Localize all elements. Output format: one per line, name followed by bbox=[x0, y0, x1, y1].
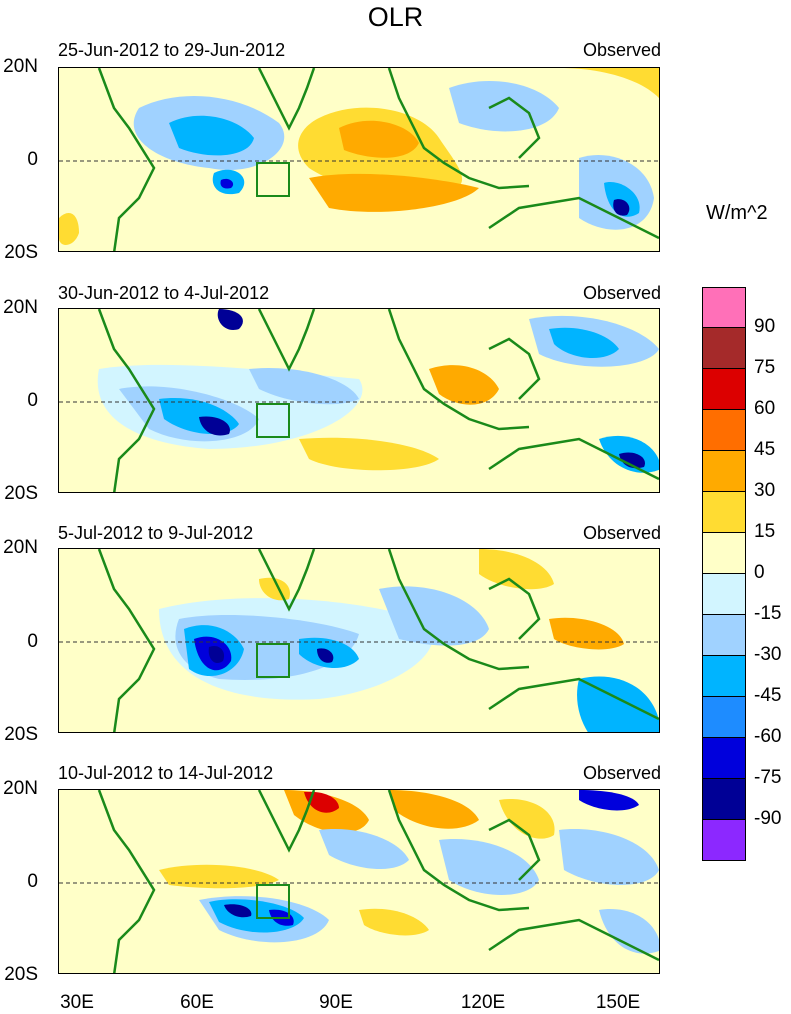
colorbar-swatch bbox=[702, 820, 746, 861]
colorbar-swatch bbox=[702, 492, 746, 533]
colorbar-tick-label: 15 bbox=[754, 521, 776, 542]
panel-2-map bbox=[58, 308, 660, 493]
panel-1-lat-20s: 20S bbox=[4, 242, 38, 263]
panel-1-period: 25-Jun-2012 to 29-Jun-2012 bbox=[58, 40, 286, 60]
panel-2-period: 30-Jun-2012 to 4-Jul-2012 bbox=[58, 283, 270, 303]
lon-label-150e: 150E bbox=[595, 992, 641, 1013]
colorbar-swatch bbox=[702, 328, 746, 369]
colorbar-swatch bbox=[702, 574, 746, 615]
colorbar-tick-label: 0 bbox=[754, 562, 765, 583]
lon-label-60e: 60E bbox=[180, 992, 214, 1013]
colorbar-tick-label: -60 bbox=[754, 726, 782, 747]
panel-1-lat-0: 0 bbox=[27, 149, 38, 170]
colorbar-swatch bbox=[702, 287, 746, 328]
panel-4-lat-20n: 20N bbox=[3, 778, 38, 799]
panel-1-lat-20n: 20N bbox=[3, 56, 38, 77]
panel-4-period: 10-Jul-2012 to 14-Jul-2012 bbox=[58, 763, 274, 783]
panel-3-lat-0: 0 bbox=[27, 631, 38, 652]
colorbar-swatch bbox=[702, 738, 746, 779]
panel-4-kind: Observed bbox=[582, 763, 661, 783]
colorbar-swatch bbox=[702, 656, 746, 697]
colorbar-tick-label: 75 bbox=[754, 357, 776, 378]
panel-2-lat-0: 0 bbox=[27, 390, 38, 411]
panel-4-olr-field bbox=[59, 790, 659, 973]
colorbar-tick-label: -90 bbox=[754, 808, 782, 829]
panel-1-map bbox=[58, 67, 660, 252]
panel-2-lat-20s: 20S bbox=[4, 483, 38, 504]
panel-3-lat-20s: 20S bbox=[4, 724, 38, 745]
colorbar bbox=[702, 287, 746, 861]
panel-4-lat-20s: 20S bbox=[4, 964, 38, 985]
colorbar-swatch bbox=[702, 615, 746, 656]
colorbar-swatch bbox=[702, 697, 746, 738]
units-label: W/m^2 bbox=[706, 202, 768, 224]
colorbar-tick-label: 90 bbox=[754, 316, 776, 337]
lon-label-30e: 30E bbox=[60, 992, 94, 1013]
colorbar-swatch bbox=[702, 779, 746, 820]
panel-2-kind: Observed bbox=[582, 283, 661, 303]
panel-1-kind: Observed bbox=[582, 40, 661, 60]
colorbar-tick-label: 60 bbox=[754, 398, 776, 419]
lon-label-120e: 120E bbox=[460, 992, 506, 1013]
lon-label-90e: 90E bbox=[319, 992, 353, 1013]
colorbar-swatch bbox=[702, 410, 746, 451]
colorbar-swatch bbox=[702, 533, 746, 574]
colorbar-tick-label: -30 bbox=[754, 644, 782, 665]
panel-3-olr-field bbox=[59, 549, 659, 732]
panel-4-lat-0: 0 bbox=[27, 871, 38, 892]
panel-2-olr-field bbox=[59, 309, 659, 492]
panel-3-kind: Observed bbox=[582, 523, 661, 543]
colorbar-tick-label: -15 bbox=[754, 603, 782, 624]
panel-3-lat-20n: 20N bbox=[3, 537, 38, 558]
panel-3-map bbox=[58, 548, 660, 733]
colorbar-tick-label: -45 bbox=[754, 685, 782, 706]
colorbar-tick-label: -75 bbox=[754, 767, 782, 788]
panel-4-map bbox=[58, 789, 660, 974]
panel-3-period: 5-Jul-2012 to 9-Jul-2012 bbox=[58, 523, 254, 543]
panel-1-olr-field bbox=[59, 68, 659, 251]
colorbar-tick-label: 30 bbox=[754, 480, 776, 501]
panel-2-lat-20n: 20N bbox=[3, 297, 38, 318]
colorbar-swatch bbox=[702, 451, 746, 492]
colorbar-tick-label: 45 bbox=[754, 439, 776, 460]
chart-title: OLR bbox=[367, 2, 424, 32]
colorbar-swatch bbox=[702, 369, 746, 410]
